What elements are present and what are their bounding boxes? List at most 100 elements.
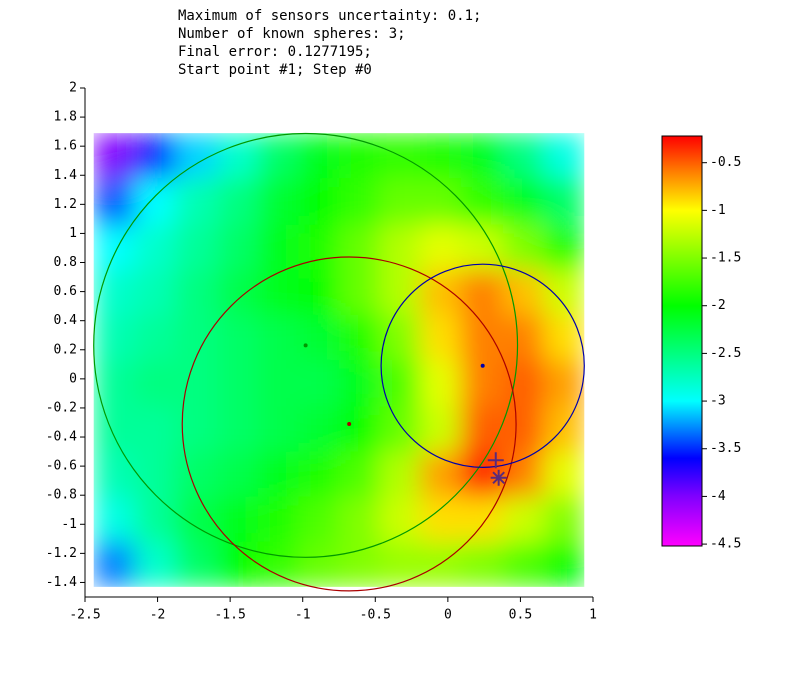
y-tick-label: 0 xyxy=(69,371,77,386)
heat-cell xyxy=(460,359,504,407)
heat-cell xyxy=(339,451,381,498)
y-tick-label: 2 xyxy=(69,81,77,96)
heat-cell xyxy=(543,314,585,361)
heat-cell xyxy=(217,541,259,587)
heat-cell xyxy=(134,224,176,271)
y-tick-label: -0.6 xyxy=(46,459,77,474)
heat-cell xyxy=(420,133,462,179)
heat-cell xyxy=(420,178,462,226)
heat-cell xyxy=(543,451,585,498)
heat-cell xyxy=(503,541,545,587)
colorbar-tick-label: -2.5 xyxy=(710,346,741,361)
heat-cell xyxy=(379,314,421,361)
colorbar-tick-label: -2 xyxy=(710,298,726,313)
y-tick-label: -0.4 xyxy=(46,430,77,445)
sphere xyxy=(181,256,517,592)
y-tick-label: 0.8 xyxy=(54,255,77,270)
heat-cell xyxy=(174,541,218,587)
heat-cell xyxy=(93,178,135,226)
y-tick-label: 1 xyxy=(69,226,77,241)
colorbar-tick-label: -0.5 xyxy=(710,155,741,170)
heat-cell xyxy=(134,133,176,179)
heat-cell xyxy=(93,406,135,453)
x-tick-label: 0.5 xyxy=(509,608,532,623)
heat-cell xyxy=(217,269,259,316)
heat-cell xyxy=(543,406,585,453)
y-tick-label: -0.2 xyxy=(46,400,77,415)
point-marker xyxy=(487,452,504,469)
heat-cell xyxy=(460,451,504,498)
heat-cell xyxy=(298,406,340,453)
heat-cell xyxy=(93,314,135,361)
heat-cell xyxy=(339,406,381,453)
heat-cell xyxy=(503,406,545,453)
heat-cell xyxy=(339,359,381,407)
heat-cell xyxy=(460,496,504,543)
heat-cell xyxy=(174,314,218,361)
heat-cell xyxy=(503,359,545,407)
heat-cell xyxy=(543,269,585,316)
heat-cell xyxy=(217,178,259,226)
y-tick-label: 0.6 xyxy=(54,284,77,299)
heat-cell xyxy=(257,224,299,271)
heat-cell xyxy=(298,496,340,543)
heat-cell xyxy=(503,133,545,179)
x-tick-label: 1 xyxy=(589,608,597,623)
heat-cell xyxy=(298,133,340,179)
heat-cell xyxy=(420,224,462,271)
sphere-center xyxy=(480,363,485,368)
y-tick-label: 1.6 xyxy=(54,139,77,154)
heat-cell xyxy=(298,178,340,226)
title-line: Final error: 0.1277195; xyxy=(178,44,372,60)
heat-cell xyxy=(543,541,585,587)
heat-cell xyxy=(93,133,135,179)
heat-cell xyxy=(217,406,259,453)
heat-cell xyxy=(543,224,585,271)
heat-cell xyxy=(217,496,259,543)
heat-cell xyxy=(379,541,421,587)
heat-cell xyxy=(503,178,545,226)
heat-cell xyxy=(174,178,218,226)
heat-cell xyxy=(257,269,299,316)
colorbar-tick-label: -1.5 xyxy=(710,251,741,266)
heat-cell xyxy=(174,224,218,271)
heat-cell xyxy=(257,133,299,179)
heat-cell xyxy=(339,541,381,587)
heat-cell xyxy=(503,314,545,361)
heat-cell xyxy=(543,178,585,226)
y-tick-label: 0.4 xyxy=(54,313,78,328)
heat-cell xyxy=(339,178,381,226)
heat-cell xyxy=(420,314,462,361)
heat-cell xyxy=(298,269,340,316)
x-tick-label: -1 xyxy=(295,608,311,623)
heat-cell xyxy=(503,224,545,271)
y-tick-label: 1.4 xyxy=(54,168,78,183)
heat-cell xyxy=(134,541,176,587)
heat-cell xyxy=(460,178,504,226)
heat-cell xyxy=(257,406,299,453)
title-line: Number of known spheres: 3; xyxy=(178,26,406,42)
x-tick-label: -1.5 xyxy=(214,608,245,623)
heat-cell xyxy=(420,269,462,316)
heat-cell xyxy=(134,451,176,498)
heatmap xyxy=(93,133,585,587)
heat-cell xyxy=(460,314,504,361)
heat-cell xyxy=(134,406,176,453)
heat-cell xyxy=(339,224,381,271)
heat-cell xyxy=(339,314,381,361)
colorbar-tick-label: -4.5 xyxy=(710,537,741,552)
heat-cell xyxy=(93,224,135,271)
heat-cell xyxy=(460,541,504,587)
sphere-center xyxy=(347,421,352,426)
heat-cell xyxy=(134,178,176,226)
heat-cell xyxy=(379,178,421,226)
colorbar-tick-label: -1 xyxy=(710,203,726,218)
colorbar-tick-label: -3.5 xyxy=(710,441,741,456)
y-tick-label: -1.2 xyxy=(46,546,77,561)
colorbar-tick-label: -4 xyxy=(710,489,726,504)
x-tick-label: -2 xyxy=(150,608,166,623)
colorbar-tick-label: -3 xyxy=(710,394,726,409)
heat-cell xyxy=(379,269,421,316)
heat-cell xyxy=(93,451,135,498)
